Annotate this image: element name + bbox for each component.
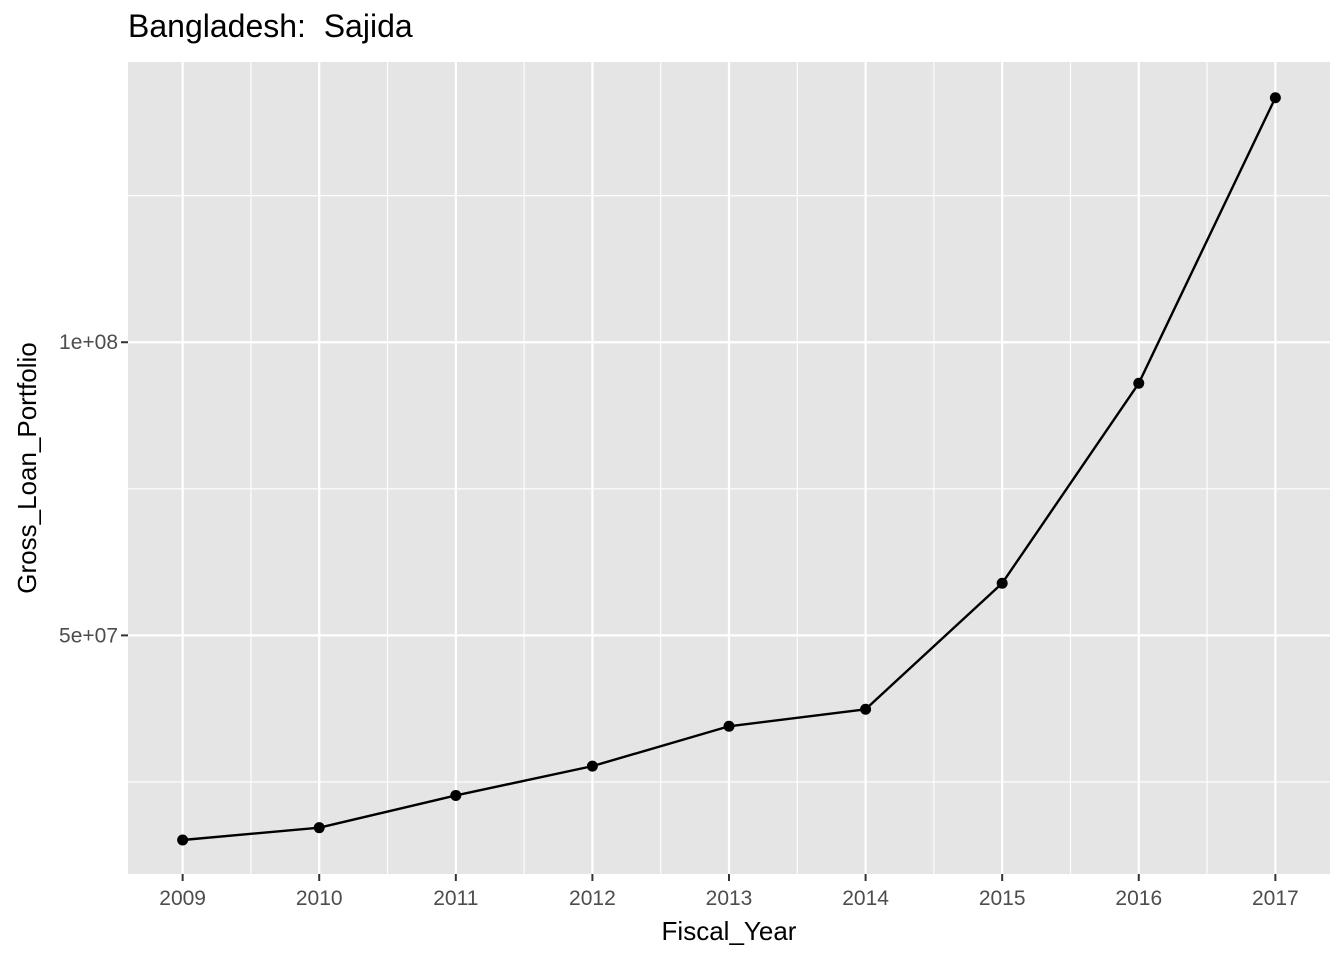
- data-point: [1269, 92, 1281, 104]
- data-point: [1133, 377, 1145, 389]
- chart-title: Bangladesh: Sajida: [128, 8, 413, 44]
- data-point: [723, 720, 735, 732]
- data-point: [313, 822, 325, 834]
- data-point: [586, 760, 598, 772]
- x-tick-label: 2009: [159, 887, 206, 910]
- x-tick-label: 2013: [706, 887, 753, 910]
- major-gridlines: [128, 62, 1330, 874]
- x-tick-label: 2014: [842, 887, 889, 910]
- data-point: [177, 834, 189, 846]
- data-point: [996, 577, 1008, 589]
- data-point: [860, 703, 872, 715]
- x-tick-label: 2017: [1252, 887, 1299, 910]
- axes-layer: 2009 2010 2011 2012 2013 2014 2015 2016 2017 5e+0…: [59, 331, 1299, 910]
- y-tick-label: 5e+07: [59, 624, 118, 647]
- y-axis-label: Gross_Loan_Portfolio: [12, 342, 42, 593]
- series-layer: [177, 92, 1281, 846]
- x-tick-label: 2012: [569, 887, 616, 910]
- x-tick-label: 2015: [979, 887, 1026, 910]
- y-tick-label: 1e+08: [59, 331, 118, 354]
- data-point: [450, 789, 462, 801]
- x-tick-label: 2016: [1115, 887, 1162, 910]
- x-tick-label: 2011: [433, 887, 478, 910]
- x-tick-label: 2010: [296, 887, 343, 910]
- x-axis-label: Fiscal_Year: [662, 916, 797, 946]
